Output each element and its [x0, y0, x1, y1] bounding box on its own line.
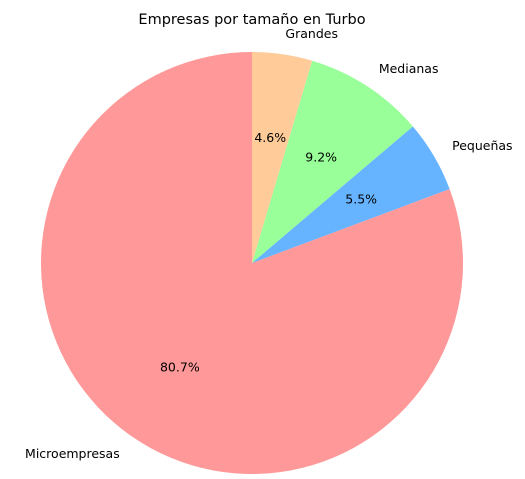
pie-category-label-pequenas: Pequeñas: [452, 138, 512, 153]
pie-slices: [41, 52, 464, 474]
pie-category-label-grandes: Grandes: [285, 26, 338, 41]
pie-pct-label-medianas: 9.2%: [305, 149, 337, 164]
pie-pct-label-pequenas: 5.5%: [345, 191, 377, 206]
pie-slice-microempresas: [41, 52, 464, 474]
pie-category-label-microempresas: Microempresas: [25, 446, 120, 461]
pie-pct-label-microempresas: 80.7%: [160, 360, 200, 375]
pie-pct-label-grandes: 4.6%: [254, 130, 286, 145]
chart-title: Empresas por tamaño en Turbo: [138, 12, 365, 28]
pie-labels: 80.7% Microempresas 5.5% Pequeñas 9.2% Median…: [25, 26, 513, 461]
pie-slice-pequenas: [252, 126, 450, 263]
pie-category-label-medianas: Medianas: [379, 61, 439, 76]
pie-slice-grandes: [252, 52, 313, 263]
pie-slice-medianas: [252, 60, 413, 263]
